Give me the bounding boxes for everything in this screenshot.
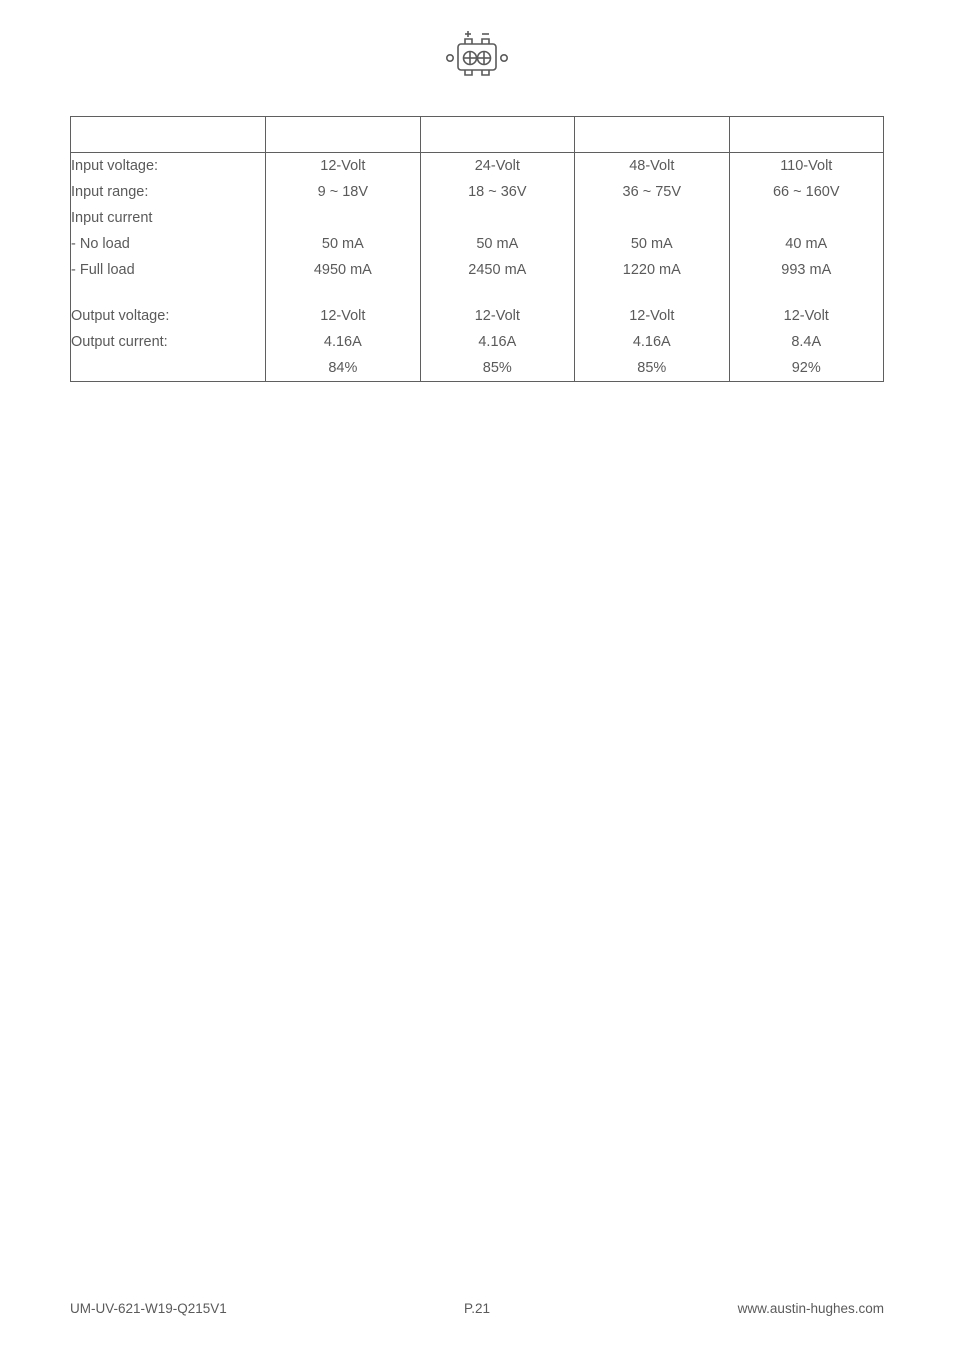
table-body-row: Input voltage: Input range: Input curren… — [71, 153, 884, 382]
cell-value: 12-Volt — [730, 303, 883, 329]
cell-value: 92% — [730, 355, 883, 381]
cell-value — [730, 205, 883, 231]
cell-value: 12-Volt — [266, 303, 419, 329]
cell-value: 85% — [421, 355, 574, 381]
row-label: - Full load — [71, 257, 265, 283]
row-label: Input range: — [71, 179, 265, 205]
cell-value: 9 ~ 18V — [266, 179, 419, 205]
cell-value: 12-Volt — [266, 153, 419, 179]
cell-value: 40 mA — [730, 231, 883, 257]
cell-value: 4.16A — [266, 329, 419, 355]
cell-value: 993 mA — [730, 257, 883, 283]
cell-value: 4.16A — [421, 329, 574, 355]
row-label: Input voltage: — [71, 153, 265, 179]
footer-page-number: P.21 — [70, 1301, 884, 1316]
row-label: Input current — [71, 205, 265, 231]
cell-value: 24-Volt — [421, 153, 574, 179]
cell-value: 85% — [575, 355, 728, 381]
cell-value — [266, 205, 419, 231]
table-header-row — [71, 117, 884, 153]
cell-value — [575, 205, 728, 231]
cell-value: 110-Volt — [730, 153, 883, 179]
cell-value: 50 mA — [266, 231, 419, 257]
cell-value: 2450 mA — [421, 257, 574, 283]
cell-value: 4.16A — [575, 329, 728, 355]
cell-value: 84% — [266, 355, 419, 381]
page-footer: UM-UV-621-W19-Q215V1 P.21 www.austin-hug… — [70, 1301, 884, 1316]
cell-value — [421, 205, 574, 231]
cell-value: 48-Volt — [575, 153, 728, 179]
cell-value: 4950 mA — [266, 257, 419, 283]
cell-value: 36 ~ 75V — [575, 179, 728, 205]
cell-value: 50 mA — [575, 231, 728, 257]
row-label: Output current: — [71, 329, 265, 355]
dc-connector-icon — [70, 28, 884, 80]
row-label — [71, 355, 265, 381]
row-label: Output voltage: — [71, 303, 265, 329]
spec-table: Input voltage: Input range: Input curren… — [70, 116, 884, 382]
cell-value: 8.4A — [730, 329, 883, 355]
cell-value: 66 ~ 160V — [730, 179, 883, 205]
cell-value: 12-Volt — [421, 303, 574, 329]
cell-value: 1220 mA — [575, 257, 728, 283]
cell-value: 12-Volt — [575, 303, 728, 329]
cell-value: 18 ~ 36V — [421, 179, 574, 205]
row-label: - No load — [71, 231, 265, 257]
cell-value: 50 mA — [421, 231, 574, 257]
